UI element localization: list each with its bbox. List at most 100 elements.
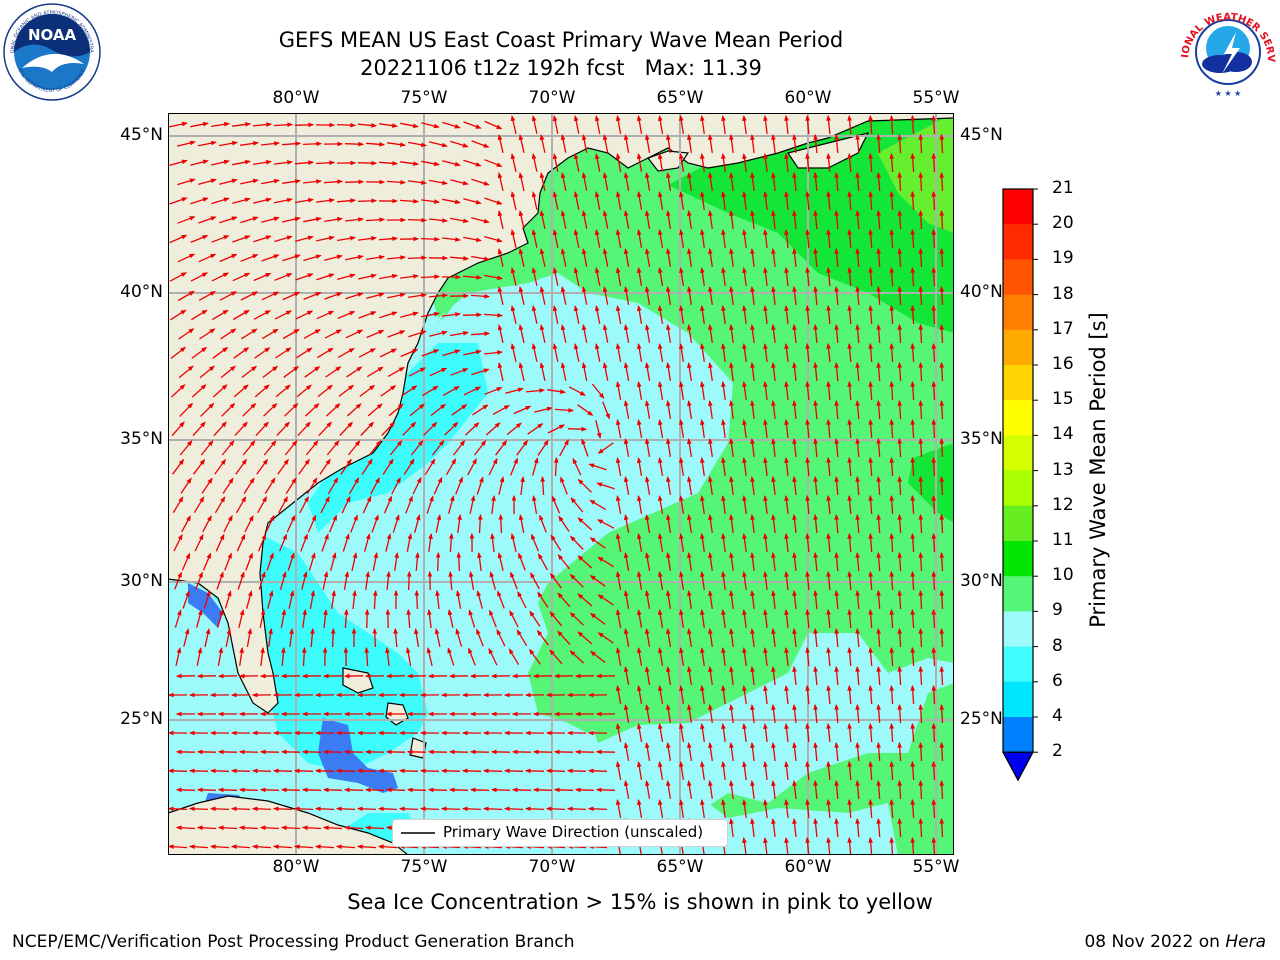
wave-arrow <box>545 806 566 812</box>
wave-arrow <box>939 551 945 572</box>
wave-arrow <box>708 247 713 267</box>
wave-arrow <box>294 197 315 204</box>
colorbar-tick-label: 11 <box>1052 530 1074 550</box>
wave-arrow <box>412 476 422 495</box>
wave-arrow <box>742 190 747 210</box>
wave-arrow <box>169 121 188 128</box>
wave-arrow <box>742 228 747 248</box>
colorbar-tick-label: 18 <box>1052 283 1074 304</box>
wave-arrow <box>524 768 545 774</box>
wave-arrow <box>346 403 362 417</box>
wave-arrow <box>222 477 234 494</box>
colorbar-segment <box>1003 611 1033 648</box>
wave-arrow <box>792 551 797 571</box>
wave-arrow <box>168 768 188 774</box>
wave-arrow <box>636 152 643 173</box>
wave-arrow <box>414 514 421 533</box>
wave-arrow <box>826 152 831 173</box>
wave-arrow <box>623 285 630 306</box>
wave-arrow <box>198 216 217 224</box>
wave-arrow <box>847 304 852 325</box>
wave-arrow <box>282 328 300 340</box>
wave-arrow <box>382 458 394 475</box>
wave-arrow <box>623 399 630 420</box>
wave-arrow <box>792 247 797 267</box>
wave-arrow <box>180 477 192 494</box>
colorbar-tick-label: 13 <box>1052 459 1074 480</box>
wave-arrow <box>539 210 546 229</box>
wave-arrow <box>516 439 528 456</box>
wave-arrow <box>939 209 945 230</box>
noaa-logo-text: NOAA <box>28 26 77 44</box>
wave-arrow <box>317 384 333 398</box>
wave-arrow <box>687 551 693 572</box>
wave-arrow <box>763 570 768 590</box>
wave-arrow <box>531 191 538 210</box>
wave-arrow <box>657 114 664 135</box>
wave-arrow <box>876 513 881 534</box>
wave-arrow <box>805 456 810 477</box>
wave-arrow <box>805 380 810 401</box>
wave-arrow <box>440 768 461 774</box>
wave-arrow <box>169 272 188 282</box>
colorbar-tick-label: 8 <box>1052 635 1063 656</box>
wave-arrow <box>194 533 204 552</box>
wave-arrow <box>420 274 441 280</box>
legend-label: Primary Wave Direction (unscaled) <box>443 823 704 841</box>
wave-arrow <box>700 190 705 210</box>
wave-arrow <box>552 153 559 172</box>
wave-arrow <box>357 160 378 166</box>
wave-arrow <box>483 274 504 281</box>
wave-arrow <box>469 495 476 514</box>
wave-arrow <box>939 399 945 420</box>
wave-arrow <box>615 494 622 515</box>
wave-arrow <box>259 787 280 793</box>
wave-arrow <box>855 133 860 154</box>
wave-arrow <box>468 570 475 591</box>
wave-arrow <box>368 440 382 456</box>
wave-arrow <box>240 141 260 146</box>
wave-arrow <box>897 323 903 344</box>
lon-label-bottom: 70°W <box>528 857 576 877</box>
wave-arrow <box>805 152 810 173</box>
wave-arrow <box>261 254 280 262</box>
wave-arrow <box>763 228 768 248</box>
wave-arrow <box>721 228 726 248</box>
wave-arrow <box>463 236 482 243</box>
wave-arrow <box>359 384 376 397</box>
wave-arrow <box>679 418 685 439</box>
wave-arrow <box>721 342 726 362</box>
wave-arrow <box>191 346 208 359</box>
wave-arrow <box>834 475 839 496</box>
colorbar-title: Primary Wave Mean Period [s] <box>1086 312 1110 628</box>
wave-arrow <box>211 197 230 205</box>
wave-arrow <box>242 440 256 456</box>
wave-arrow <box>594 267 601 286</box>
wave-arrow <box>377 768 398 774</box>
wave-arrow <box>386 255 407 260</box>
wave-arrow <box>193 496 205 514</box>
wave-arrow <box>336 122 357 128</box>
wave-arrow <box>497 324 504 343</box>
wave-arrow <box>889 532 895 553</box>
wave-arrow <box>594 305 601 324</box>
wave-arrow <box>792 399 797 419</box>
wave-arrow <box>742 418 747 438</box>
wave-arrow <box>264 477 276 494</box>
colorbar-tick-label: 17 <box>1052 318 1074 339</box>
wave-arrow <box>241 328 258 340</box>
wave-arrow <box>931 342 937 363</box>
wave-arrow <box>679 304 685 325</box>
wave-arrow <box>388 403 404 417</box>
wave-arrow <box>784 418 789 438</box>
wave-arrow <box>687 399 693 420</box>
wave-arrow <box>868 532 873 553</box>
wave-arrow <box>400 311 419 318</box>
wave-arrow <box>406 570 412 591</box>
wave-arrow <box>615 380 622 401</box>
wave-arrow <box>763 418 768 438</box>
wave-arrow <box>531 153 538 172</box>
wave-arrow <box>855 399 860 420</box>
wave-arrow <box>448 532 454 553</box>
wave-arrow <box>847 152 852 173</box>
